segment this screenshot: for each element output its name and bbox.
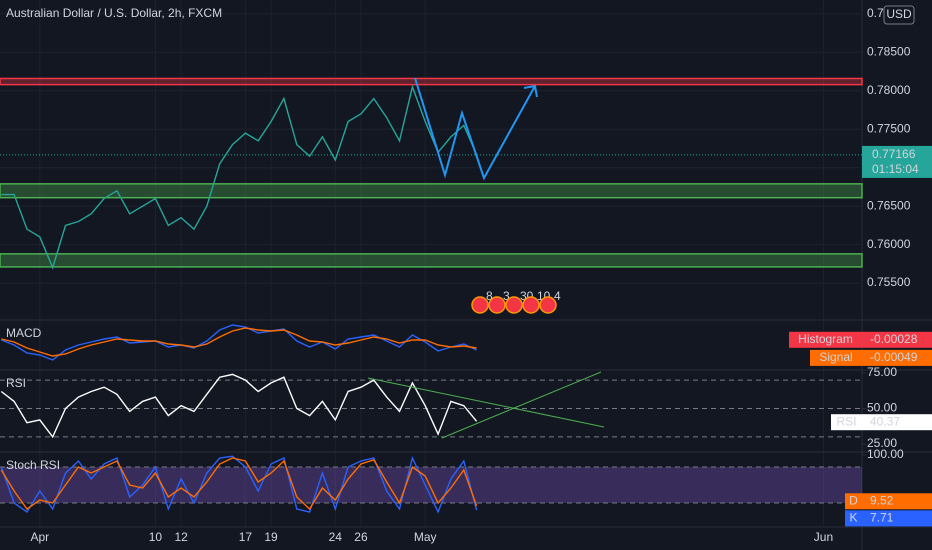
- trend-line: [441, 371, 602, 439]
- readout-name: RSI: [836, 414, 856, 428]
- event-label: 4: [554, 289, 561, 303]
- series-line: [1, 327, 477, 357]
- readout-name-box: [845, 510, 862, 527]
- series-line: [1, 84, 478, 270]
- zone: [0, 253, 863, 268]
- projection-arrow: [414, 77, 538, 181]
- event-icon: [539, 296, 557, 314]
- readout-name-box: [810, 349, 862, 366]
- readout-name: K: [849, 511, 857, 525]
- readout-box: [862, 331, 932, 348]
- event-icon: [522, 296, 540, 314]
- zone: [0, 77, 863, 86]
- readout-box: [862, 349, 932, 366]
- x-tick-label: 26: [354, 530, 368, 544]
- event-icon: [505, 296, 523, 314]
- readout-box: [862, 510, 932, 527]
- x-tick-label: 24: [329, 530, 343, 544]
- pane-title: Stoch RSI: [6, 458, 60, 472]
- readout-name: Signal: [819, 350, 852, 364]
- y-tick-label: 75.00: [867, 365, 897, 379]
- x-tick-label: 19: [264, 530, 278, 544]
- y-tick-label: 0.76000: [867, 237, 911, 251]
- y-tick-label: 50.00: [867, 401, 897, 415]
- x-tick-label: 10: [149, 530, 163, 544]
- pane-title: RSI: [6, 376, 26, 390]
- x-tick-label: Apr: [30, 530, 49, 544]
- y-tick-label: 0.77500: [867, 121, 911, 135]
- currency-badge: [883, 5, 915, 25]
- readout-value: -0.00028: [870, 332, 918, 346]
- readout-box: [862, 414, 932, 431]
- series-line: [0, 455, 478, 514]
- readout-value: -0.00049: [870, 350, 918, 364]
- last-price-label: 0.77166: [872, 147, 916, 161]
- y-tick-label: 0.75500: [867, 275, 911, 289]
- event-label: 8: [486, 289, 493, 303]
- zone: [0, 183, 863, 199]
- countdown: 01:15:04: [872, 162, 919, 176]
- x-tick-label: Jun: [814, 530, 833, 544]
- x-tick-label: 17: [239, 530, 253, 544]
- event-icon: [471, 296, 489, 314]
- y-tick-label: 0.76500: [867, 198, 911, 212]
- readout-value: 9.52: [870, 493, 894, 507]
- readout-name-box: [789, 331, 862, 348]
- event-label: 3: [503, 289, 510, 303]
- series-line: [1, 324, 477, 361]
- x-tick-label: 12: [174, 530, 188, 544]
- series-line: [0, 373, 478, 439]
- event-icon: [488, 296, 506, 314]
- readout-name: Histogram: [798, 332, 853, 346]
- x-tick-label: May: [414, 530, 437, 544]
- readout-name-box: [845, 493, 862, 510]
- readout-name: D: [849, 493, 858, 507]
- readout-value: 40.37: [870, 414, 900, 428]
- pane-title: MACD: [6, 326, 42, 340]
- readout-name-box: [831, 414, 862, 431]
- y-tick-label: 0.78500: [867, 44, 911, 58]
- chart-title: Australian Dollar / U.S. Dollar, 2h, FXC…: [6, 6, 222, 20]
- trend-line: [367, 377, 605, 428]
- readout-box: [862, 493, 932, 510]
- currency: USD: [886, 7, 912, 21]
- y-tick-label: 25.00: [867, 436, 897, 450]
- series-line: [0, 457, 478, 511]
- last-price-box: [862, 145, 932, 178]
- readout-value: 7.71: [870, 511, 894, 525]
- y-tick-label: 100.00: [867, 447, 904, 461]
- y-tick-label: 0.78000: [867, 83, 911, 97]
